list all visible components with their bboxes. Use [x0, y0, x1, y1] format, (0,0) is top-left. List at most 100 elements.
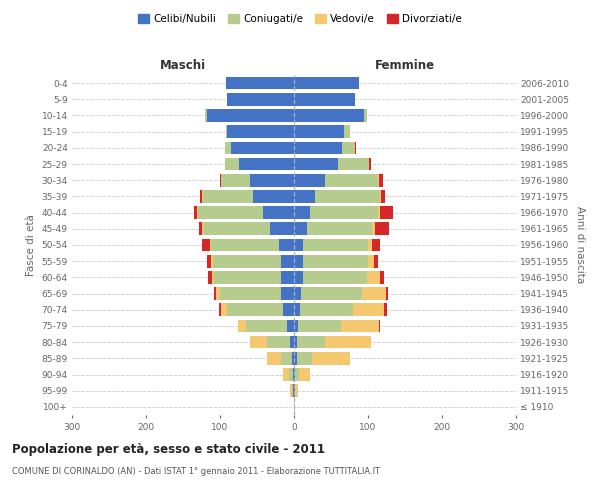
Bar: [281, 352, 292, 364]
Bar: [231, 142, 294, 154]
Bar: [219, 304, 221, 316]
Bar: [212, 255, 281, 268]
Bar: [214, 271, 281, 283]
Bar: [225, 142, 231, 154]
Bar: [293, 384, 294, 397]
Bar: [294, 400, 295, 413]
Bar: [384, 304, 386, 316]
Bar: [294, 368, 295, 381]
Bar: [294, 142, 342, 154]
Bar: [303, 271, 367, 283]
Bar: [266, 336, 290, 348]
Bar: [197, 206, 198, 219]
Bar: [373, 238, 380, 252]
Bar: [294, 304, 300, 316]
Text: Maschi: Maschi: [160, 59, 206, 72]
Bar: [380, 190, 382, 202]
Bar: [294, 384, 295, 397]
Bar: [214, 288, 217, 300]
Bar: [281, 271, 294, 283]
Bar: [368, 255, 374, 268]
Bar: [362, 288, 386, 300]
Bar: [194, 206, 197, 219]
Bar: [344, 126, 350, 138]
Bar: [294, 206, 310, 219]
Bar: [301, 288, 362, 300]
Text: COMUNE DI CORINALDO (AN) - Dati ISTAT 1° gennaio 2011 - Elaborazione TUTTITALIA.: COMUNE DI CORINALDO (AN) - Dati ISTAT 1°…: [12, 468, 380, 476]
Bar: [294, 158, 338, 170]
Bar: [325, 336, 371, 348]
Y-axis label: Fasce di età: Fasce di età: [26, 214, 36, 276]
Bar: [353, 304, 384, 316]
Bar: [294, 238, 303, 252]
Bar: [297, 336, 325, 348]
Bar: [355, 142, 356, 154]
Bar: [299, 368, 310, 381]
Bar: [204, 222, 271, 235]
Bar: [212, 271, 214, 283]
Bar: [379, 320, 380, 332]
Bar: [211, 255, 212, 268]
Bar: [294, 77, 359, 90]
Bar: [253, 190, 294, 202]
Bar: [227, 304, 283, 316]
Bar: [294, 174, 325, 186]
Bar: [294, 271, 303, 283]
Bar: [293, 368, 294, 381]
Bar: [294, 222, 307, 235]
Text: Femmine: Femmine: [375, 59, 435, 72]
Bar: [307, 222, 373, 235]
Bar: [338, 158, 370, 170]
Bar: [380, 271, 383, 283]
Bar: [376, 222, 389, 235]
Bar: [294, 288, 301, 300]
Bar: [303, 238, 368, 252]
Bar: [292, 352, 294, 364]
Bar: [209, 238, 211, 252]
Bar: [263, 206, 294, 219]
Bar: [225, 158, 239, 170]
Bar: [203, 190, 253, 202]
Bar: [202, 222, 204, 235]
Bar: [294, 109, 364, 122]
Bar: [239, 320, 246, 332]
Bar: [294, 126, 344, 138]
Bar: [250, 336, 266, 348]
Bar: [206, 109, 294, 122]
Bar: [226, 77, 294, 90]
Y-axis label: Anni di nascita: Anni di nascita: [575, 206, 585, 284]
Bar: [342, 142, 355, 154]
Bar: [294, 190, 315, 202]
Bar: [292, 384, 293, 397]
Bar: [380, 206, 393, 219]
Bar: [370, 158, 371, 170]
Bar: [386, 288, 388, 300]
Bar: [226, 126, 227, 138]
Bar: [364, 109, 367, 122]
Bar: [294, 320, 298, 332]
Bar: [221, 304, 227, 316]
Bar: [303, 255, 368, 268]
Bar: [205, 109, 206, 122]
Bar: [310, 206, 379, 219]
Bar: [373, 222, 376, 235]
Bar: [295, 368, 299, 381]
Bar: [312, 352, 350, 364]
Bar: [211, 238, 279, 252]
Bar: [294, 255, 303, 268]
Bar: [279, 238, 294, 252]
Bar: [379, 174, 383, 186]
Bar: [246, 320, 287, 332]
Bar: [220, 288, 281, 300]
Bar: [198, 206, 263, 219]
Bar: [341, 320, 379, 332]
Bar: [220, 174, 221, 186]
Bar: [239, 158, 294, 170]
Bar: [289, 368, 293, 381]
Bar: [202, 238, 209, 252]
Bar: [297, 352, 312, 364]
Bar: [315, 190, 380, 202]
Bar: [208, 271, 212, 283]
Bar: [294, 336, 297, 348]
Bar: [287, 320, 294, 332]
